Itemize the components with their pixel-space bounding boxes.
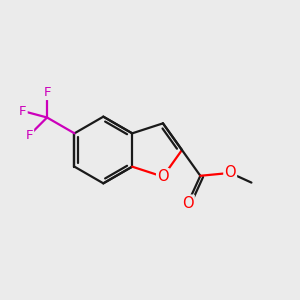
Text: O: O xyxy=(182,196,194,211)
Text: F: F xyxy=(26,129,33,142)
Text: F: F xyxy=(43,86,51,99)
Text: O: O xyxy=(157,169,169,184)
Text: O: O xyxy=(224,165,236,180)
Text: F: F xyxy=(19,104,27,118)
